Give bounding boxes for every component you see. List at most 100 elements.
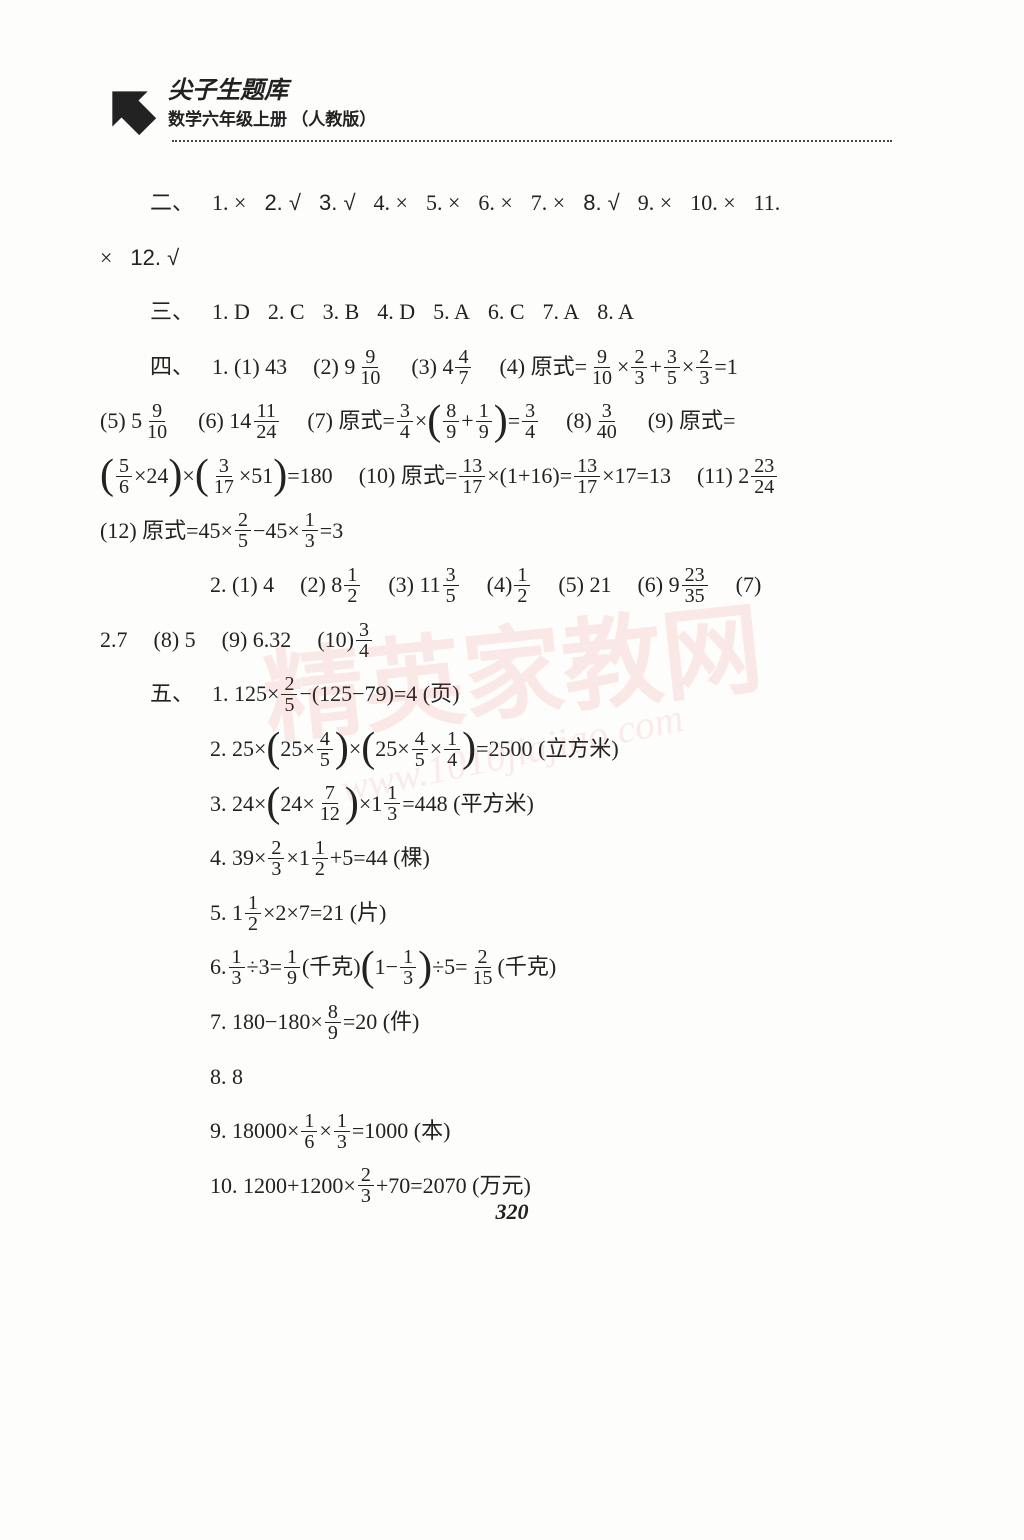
t: ×2×7=21 (片) — [263, 888, 386, 939]
f: 1317 — [459, 456, 485, 497]
s3-6: 6. C — [488, 287, 525, 338]
s5-3: 3. 24×(24×712)×113=448 (平方米) — [100, 779, 939, 830]
f: 23 — [631, 347, 647, 388]
t: +5=44 (棵) — [330, 833, 430, 884]
t: (4) 原式= — [499, 342, 587, 393]
t: (千克) — [302, 942, 361, 993]
f: 34 — [356, 620, 372, 661]
t: (7) 原式= — [307, 396, 395, 447]
t: × — [415, 396, 427, 447]
s5-6: 6. 13÷3=19 (千克) (1−13)÷5=215 (千克) — [100, 942, 939, 993]
s4-1-4: (4) 原式=910×23+35×23=1 — [499, 342, 737, 393]
t: (8) — [566, 396, 592, 447]
frac: 47 — [455, 347, 471, 388]
section-3-label: 三、 — [150, 287, 194, 338]
s4-1-11: (11) 22324 — [697, 451, 779, 502]
header-text: 尖子生题库 数学六年级上册 （人教版） — [168, 70, 939, 148]
section-5-label: 五、 — [150, 669, 194, 720]
f: 1317 — [574, 456, 600, 497]
s4-2-5: (5) 21 — [558, 560, 611, 611]
lparen-icon: ( — [427, 403, 441, 441]
f: 2324 — [751, 456, 777, 497]
t: = — [508, 396, 520, 447]
lparen-icon: ( — [266, 730, 280, 768]
t: ×51 — [239, 451, 273, 502]
dotted-rule — [172, 140, 892, 143]
t: −(125−79)=4 (页) — [299, 669, 459, 720]
s2-12: 12. √ — [130, 233, 179, 284]
s5-3c: 3. 24×(24×712)×113=448 (平方米) — [210, 779, 534, 830]
s3-8: 8. A — [597, 287, 634, 338]
f: 317 — [211, 456, 237, 497]
s3-4: 4. D — [377, 287, 415, 338]
s5-2c: 2. 25×(25×45)×(25×45×14)=2500 (立方米) — [210, 724, 619, 775]
rparen-icon: ) — [168, 457, 182, 495]
t: (千克) — [498, 942, 557, 993]
section-2b: × 12. √ — [100, 233, 939, 284]
t: ×1 — [286, 833, 309, 884]
f: 215 — [470, 947, 496, 988]
f: 19 — [476, 401, 492, 442]
s5-5c: 5. 112×2×7=21 (片) — [210, 888, 386, 939]
s4-1-5: (5) 5910 — [100, 396, 172, 447]
s5-1: 1. 125×25−(125−79)=4 (页) — [212, 669, 459, 720]
s4-2-6: (6) 92335 — [637, 560, 709, 611]
rparen-icon: ) — [273, 457, 287, 495]
f: 35 — [664, 347, 680, 388]
page-container: 尖子生题库 数学六年级上册 （人教版） 精英家教网 www.1010jiajia… — [0, 0, 1024, 1255]
rparen-icon: ) — [335, 730, 349, 768]
s4-1-1: 1. (1) 43 — [212, 342, 287, 393]
lparen-icon: ( — [361, 730, 375, 768]
s4-1-8: (8) 340 — [566, 396, 622, 447]
t: (6) 14 — [198, 396, 251, 447]
t: 4. 39× — [210, 833, 266, 884]
s2-10: 10. × — [690, 178, 735, 229]
t: =20 (件) — [343, 997, 420, 1048]
f: 910 — [589, 347, 615, 388]
f: 35 — [443, 565, 459, 606]
s3-3: 3. B — [323, 287, 360, 338]
t: 5. 1 — [210, 888, 243, 939]
s5-4: 4. 39×23×112+5=44 (棵) — [100, 833, 939, 884]
f: 12 — [245, 893, 261, 934]
t: × — [430, 724, 442, 775]
t: =180 — [287, 451, 332, 502]
t: (4) — [487, 560, 513, 611]
s2-2: 2. √ — [264, 178, 301, 229]
f: 910 — [144, 401, 170, 442]
page-number: 320 — [496, 1199, 529, 1225]
s5-5: 5. 112×2×7=21 (片) — [100, 888, 939, 939]
s4-1-9b: (56×24)×(317×51)=180 — [100, 451, 333, 502]
f: 13 — [302, 510, 318, 551]
f: 34 — [522, 401, 538, 442]
t: ÷5= — [432, 942, 467, 993]
f: 25 — [235, 510, 251, 551]
t: × — [349, 724, 361, 775]
t: 25× — [375, 724, 409, 775]
t: (6) 9 — [637, 560, 679, 611]
t: × — [682, 342, 694, 393]
lparen-icon: ( — [361, 949, 375, 987]
s4-1-10: (10) 原式=1317×(1+16)=1317×17=13 — [359, 451, 671, 502]
f: 16 — [301, 1111, 317, 1152]
s2-7: 7. × — [531, 178, 565, 229]
s2-8: 8. √ — [583, 178, 620, 229]
s4-2-7: (7) — [736, 560, 762, 611]
t: 6. — [210, 942, 227, 993]
t: 10. 1200+1200× — [210, 1161, 356, 1212]
s2-9: 9. × — [638, 178, 672, 229]
f: 23 — [268, 838, 284, 879]
f: 89 — [443, 401, 459, 442]
book-title: 尖子生题库 — [168, 70, 939, 105]
t: 2. 25× — [210, 724, 266, 775]
s4-2-row1: 2. (1) 4 (2) 812 (3) 1135 (4) 12 (5) 21 … — [100, 560, 939, 611]
s4-1-9a: (9) 原式= — [648, 396, 736, 447]
t: =2500 (立方米) — [476, 724, 619, 775]
s4-1-6: (6) 141124 — [198, 396, 281, 447]
f: 14 — [444, 729, 460, 770]
t: (5) 5 — [100, 396, 142, 447]
t: =448 (平方米) — [402, 779, 534, 830]
t: (2) 9 — [313, 342, 355, 393]
s3-7: 7. A — [543, 287, 580, 338]
f: 25 — [281, 674, 297, 715]
